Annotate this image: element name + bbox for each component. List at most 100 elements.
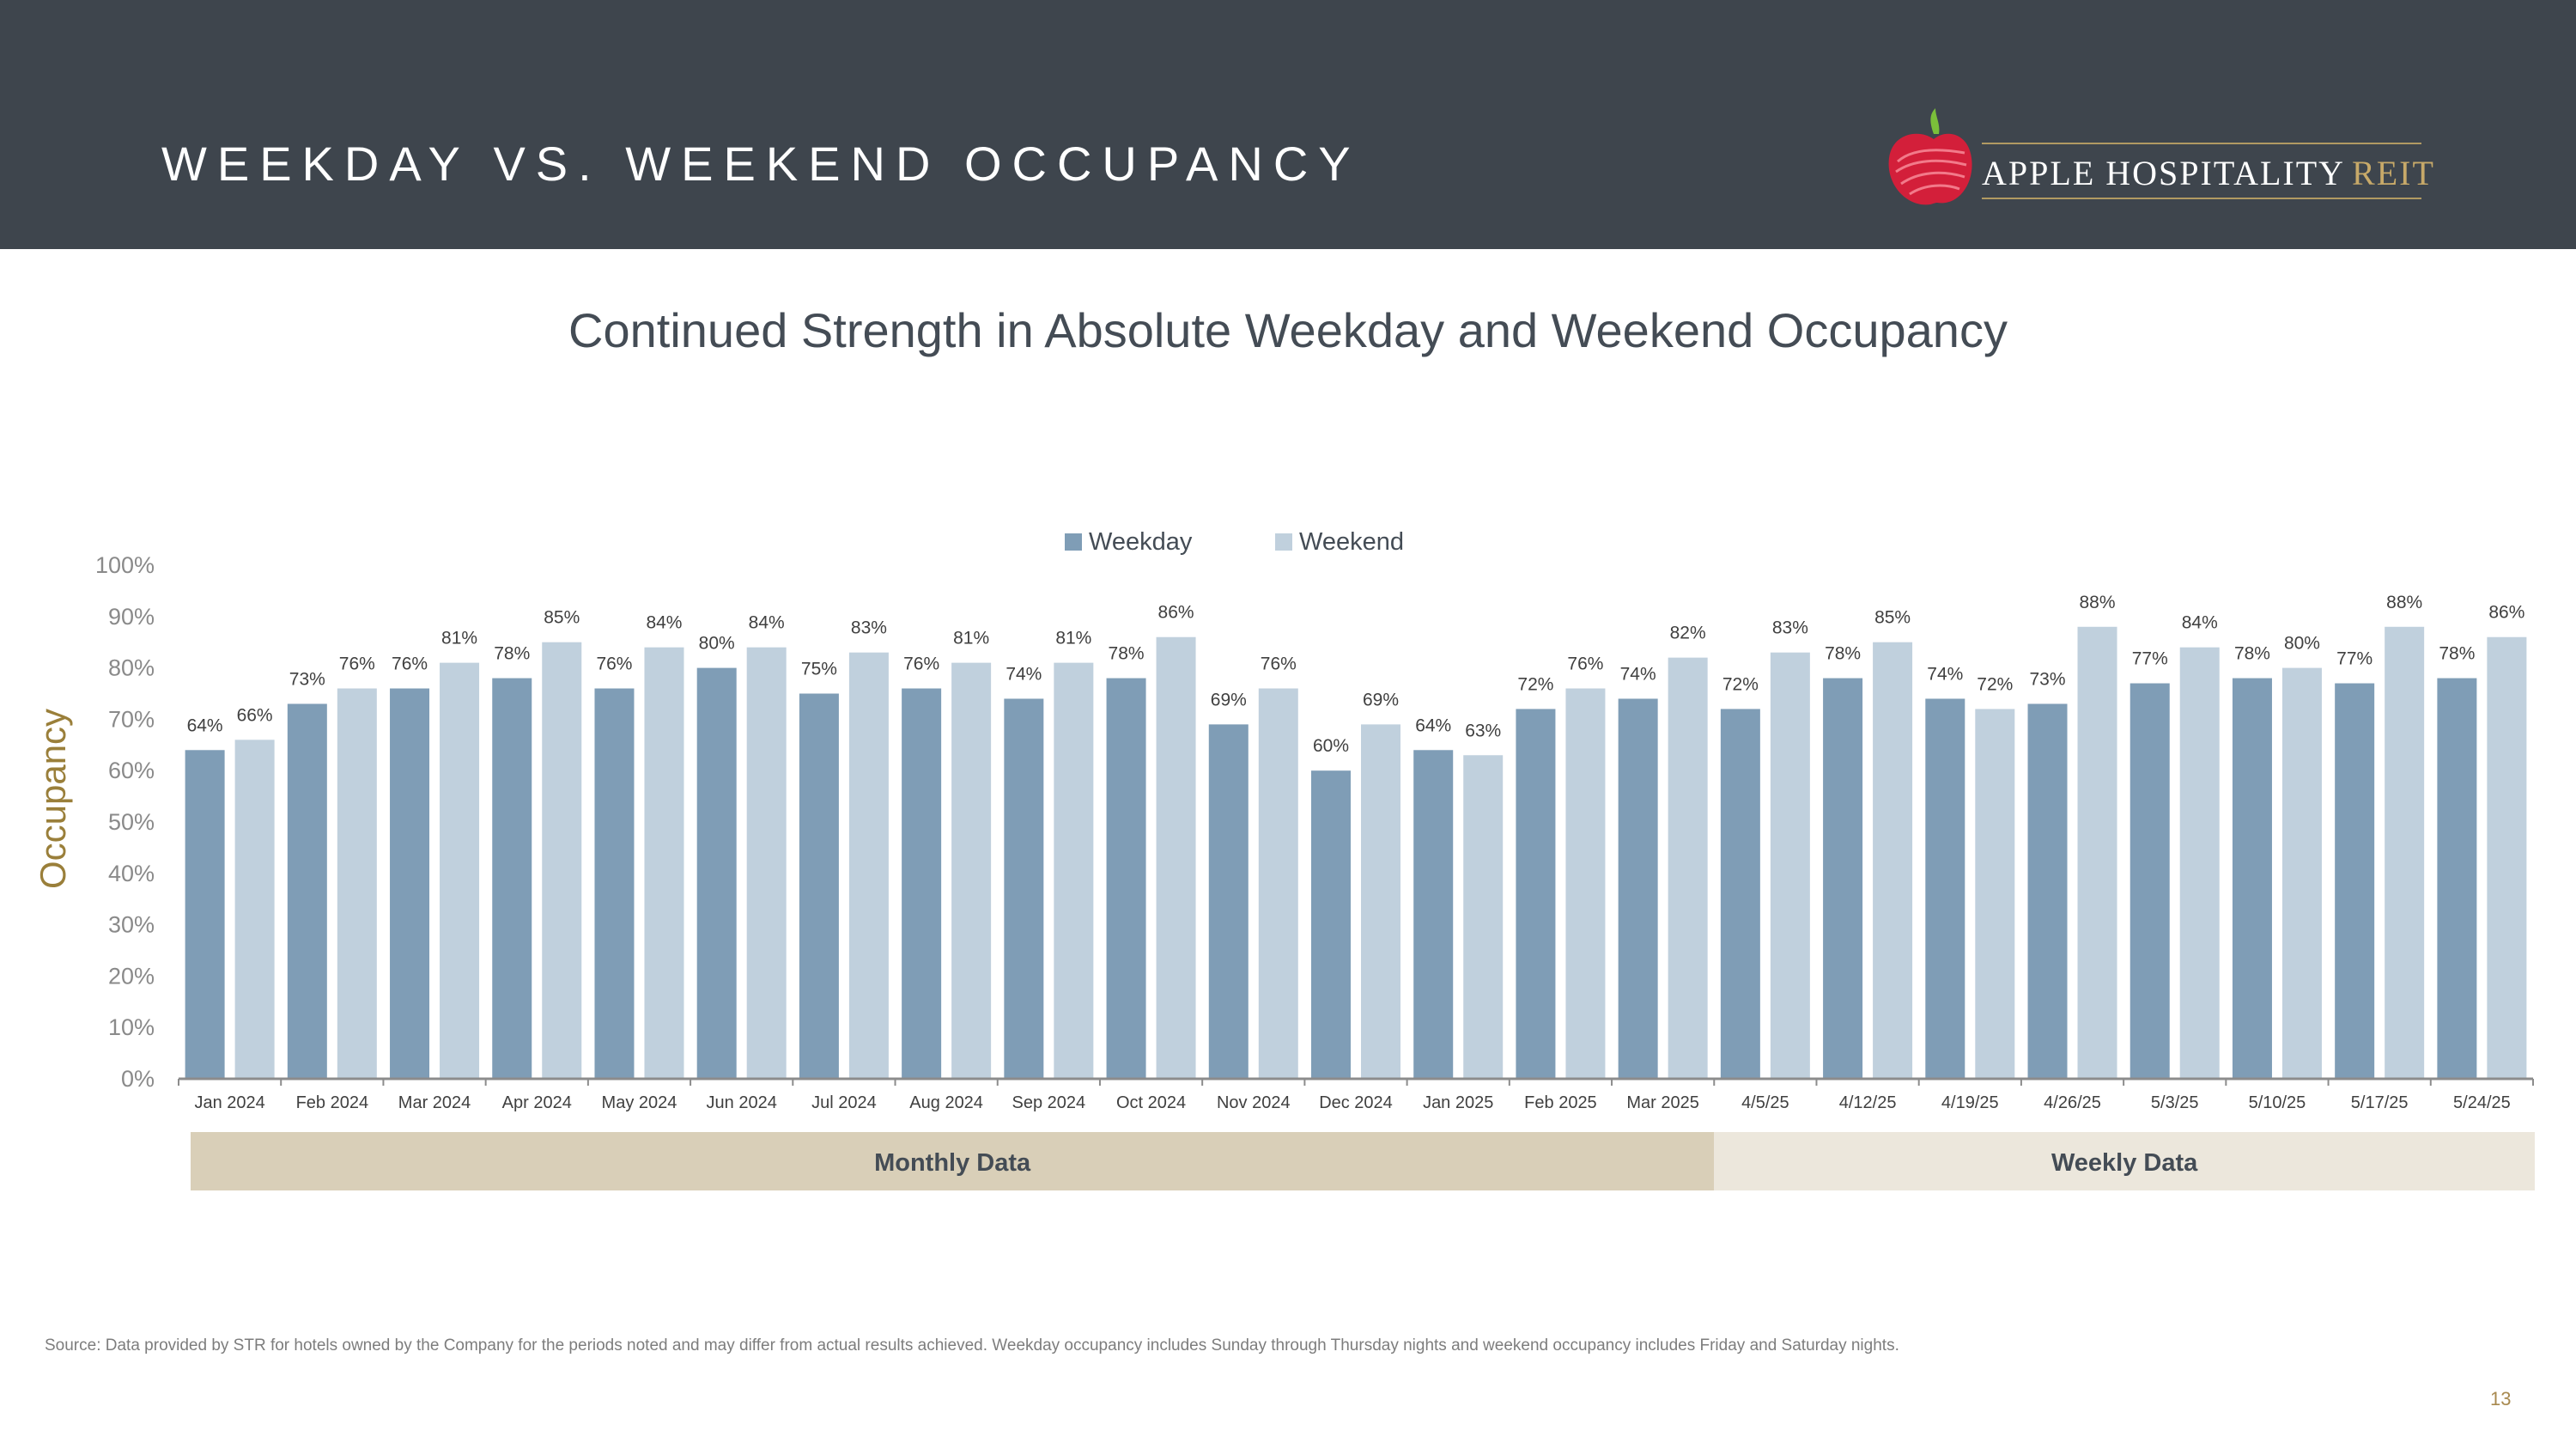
data-label-weekday: 77%	[2132, 649, 2168, 669]
bar-weekday	[492, 678, 532, 1079]
occupancy-bar-chart: 0% 10% 20% 30% 40% 50% 60% 70% 80% 90% 100% Occupan…	[33, 528, 2535, 1190]
y-axis-title: Occupancy	[33, 709, 73, 889]
y-tick-label: 80%	[108, 655, 155, 681]
bar-weekend	[2487, 636, 2527, 1079]
bar-weekend	[1054, 662, 1094, 1079]
bar-weekend	[1668, 657, 1708, 1079]
bar-weekend	[644, 647, 684, 1079]
legend-label-weekday: Weekday	[1089, 528, 1193, 556]
x-tick-label: Feb 2025	[1524, 1093, 1597, 1112]
data-label-weekend: 66%	[237, 705, 273, 725]
x-tick-label: 4/19/25	[1941, 1093, 1999, 1112]
bar-weekday	[1925, 698, 1965, 1079]
legend-label-weekend: Weekend	[1299, 528, 1404, 556]
data-label-weekday: 77%	[2336, 649, 2372, 669]
bar-weekday	[1720, 709, 1760, 1079]
bar-weekday	[390, 688, 430, 1079]
data-label-weekday: 78%	[2439, 644, 2475, 664]
group-band-monthly-data	[191, 1132, 1715, 1190]
x-tick-label: Jul 2024	[811, 1093, 877, 1112]
bar-weekday	[1311, 770, 1351, 1079]
chart-title: Continued Strength in Absolute Weekday a…	[568, 303, 2008, 357]
legend-swatch-weekend	[1275, 533, 1292, 551]
data-label-weekend: 88%	[2080, 593, 2116, 612]
data-label-weekend: 80%	[2284, 634, 2320, 654]
logo-top-rule	[1982, 143, 2421, 144]
data-label-weekend: 81%	[953, 629, 989, 648]
header-bar: WEEKDAY VS. WEEKEND OCCUPANCY APPLE HOSP…	[0, 0, 2576, 249]
bar-weekend	[1975, 709, 2015, 1079]
bar-weekday	[1208, 724, 1249, 1079]
company-logo: APPLE HOSPITALITY REIT	[1886, 108, 2433, 211]
x-tick-label: Oct 2024	[1116, 1093, 1186, 1112]
y-tick-label: 50%	[108, 809, 155, 835]
bar-weekday	[2027, 703, 2068, 1079]
y-tick-label: 30%	[108, 912, 155, 938]
bar-weekend	[1770, 652, 1810, 1079]
bar-weekend	[1258, 688, 1298, 1079]
logo-name: APPLE HOSPITALITY	[1982, 154, 2346, 192]
bar-weekday	[799, 693, 839, 1079]
logo-bottom-rule	[1982, 198, 2421, 199]
bar-weekday	[287, 703, 327, 1079]
group-label-weekly-data: Weekly Data	[2051, 1149, 2198, 1177]
data-label-weekend: 86%	[1158, 603, 1194, 623]
data-label-weekday: 69%	[1211, 690, 1247, 709]
source-note: Source: Data provided by STR for hotels …	[45, 1336, 1899, 1355]
bar-weekday	[1516, 709, 1556, 1079]
data-label-weekday: 64%	[187, 715, 223, 735]
data-label-weekend: 83%	[851, 618, 887, 638]
bar-weekend	[337, 688, 377, 1079]
data-label-weekend: 72%	[1977, 674, 2013, 694]
x-tick-label: Jun 2024	[707, 1093, 777, 1112]
data-label-weekday: 78%	[1825, 644, 1861, 664]
data-label-weekend: 76%	[1567, 654, 1603, 674]
bar-weekend	[1463, 755, 1504, 1079]
bar-weekend	[2385, 626, 2425, 1079]
x-tick-label: 5/3/25	[2151, 1093, 2199, 1112]
x-tick-label: 4/5/25	[1741, 1093, 1789, 1112]
data-label-weekday: 60%	[1313, 736, 1349, 756]
data-label-weekday: 72%	[1722, 674, 1759, 694]
x-tick-label: Nov 2024	[1217, 1093, 1291, 1112]
bar-weekday	[594, 688, 635, 1079]
x-tick-label: May 2024	[602, 1093, 677, 1112]
data-label-weekend: 81%	[441, 629, 477, 648]
data-label-weekday: 78%	[1109, 644, 1145, 664]
data-label-weekend: 83%	[1772, 618, 1808, 638]
page-title: WEEKDAY VS. WEEKEND OCCUPANCY	[161, 137, 1361, 191]
data-label-weekend: 82%	[1670, 624, 1706, 643]
x-tick-label: Sep 2024	[1012, 1093, 1086, 1112]
x-tick-label: Dec 2024	[1319, 1093, 1393, 1112]
bar-weekday	[185, 750, 225, 1079]
bar-weekend	[234, 740, 275, 1079]
data-label-weekend: 76%	[339, 654, 375, 674]
data-label-weekday: 75%	[801, 660, 837, 679]
x-tick-label: 5/10/25	[2249, 1093, 2306, 1112]
x-tick-label: Jan 2025	[1423, 1093, 1493, 1112]
data-label-weekday: 64%	[1415, 715, 1451, 735]
y-tick-label: 100%	[95, 552, 155, 578]
page-number: 13	[2490, 1388, 2512, 1409]
y-tick-label: 60%	[108, 758, 155, 783]
y-tick-label: 10%	[108, 1014, 155, 1040]
bar-weekday	[902, 688, 942, 1079]
bar-weekday	[1823, 678, 1863, 1079]
bar-weekday	[2129, 683, 2170, 1079]
data-label-weekend: 84%	[646, 613, 682, 633]
logo-suffix: REIT	[2352, 154, 2435, 192]
bar-weekday	[1413, 750, 1454, 1079]
legend-swatch-weekday	[1065, 533, 1082, 551]
bar-weekend	[2179, 647, 2220, 1079]
bar-weekend	[1873, 642, 1913, 1079]
bar-weekday	[2437, 678, 2477, 1079]
data-label-weekend: 84%	[2182, 613, 2218, 633]
x-tick-label: 5/24/25	[2453, 1093, 2511, 1112]
bar-weekday	[2335, 683, 2375, 1079]
bar-weekend	[951, 662, 992, 1079]
data-label-weekday: 78%	[494, 644, 530, 664]
data-label-weekday: 76%	[596, 654, 632, 674]
data-label-weekend: 69%	[1363, 690, 1399, 709]
data-label-weekend: 88%	[2386, 593, 2422, 612]
x-tick-label: Mar 2025	[1626, 1093, 1699, 1112]
